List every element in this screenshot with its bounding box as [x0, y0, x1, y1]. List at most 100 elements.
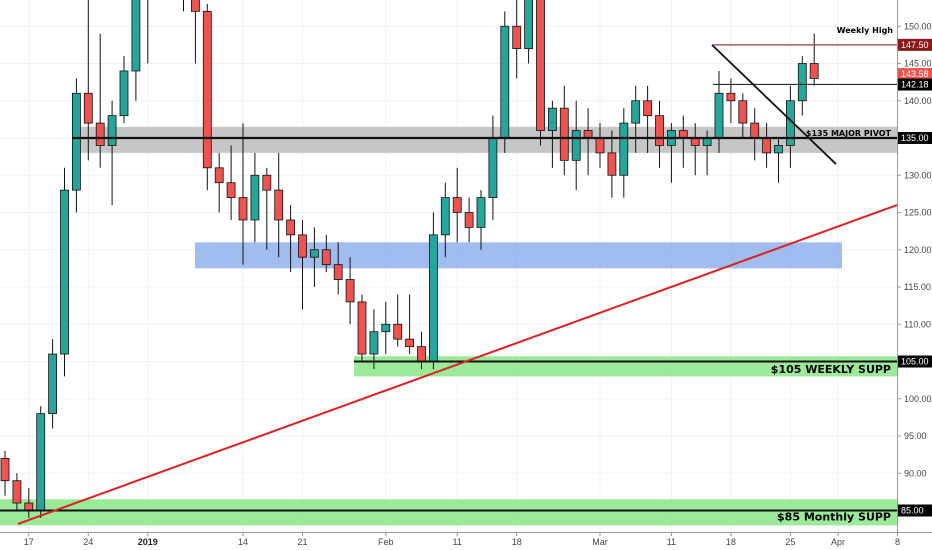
candle-body — [131, 0, 141, 72]
time-tick-label: 8 — [895, 537, 900, 547]
price-tick-label: 145.00 — [904, 59, 932, 69]
zone-labels: $180 Monthly RES$165 WEEKLY RES$135 MAJO… — [771, 26, 894, 523]
candle-body — [643, 100, 652, 117]
candle-body — [95, 122, 105, 146]
candle-body — [0, 457, 10, 482]
candle-body — [24, 502, 34, 511]
time-axis[interactable]: 17 24 2019 14 21 Feb 11 18 Mar 11 18 25 Apr 8 — [24, 532, 900, 547]
candle-body — [797, 63, 807, 102]
price-label: 105.00 — [901, 357, 929, 367]
time-tick-label: 14 — [238, 537, 248, 547]
candle-body — [488, 137, 498, 198]
candle-body — [726, 92, 736, 102]
candle-body — [60, 189, 69, 355]
price-label-box — [898, 78, 932, 91]
candle-body — [286, 219, 296, 236]
candle-body — [369, 331, 379, 355]
level-zone — [72, 126, 897, 153]
time-tick-label: 24 — [83, 537, 93, 547]
candle-body — [714, 92, 724, 139]
price-tick-label: 115.00 — [904, 282, 931, 292]
candle-body — [345, 279, 355, 303]
candle-body — [690, 137, 700, 146]
candle-body — [440, 197, 450, 236]
candle-body — [595, 137, 605, 154]
price-axis[interactable]: 85.00 90.00 95.00 100.00 105.00 110.00 115.00 1… — [897, 0, 932, 517]
candle-body — [72, 92, 81, 191]
candle-body — [548, 107, 557, 131]
candle-body — [571, 130, 581, 161]
candle-body — [512, 25, 522, 50]
candle-body — [762, 137, 771, 154]
time-tick-label: 21 — [297, 537, 307, 547]
time-tick-label: Apr — [831, 537, 845, 547]
price-label-box — [898, 132, 932, 144]
price-tick-label: 130.00 — [904, 170, 932, 180]
weekly-high-label: Weekly High — [837, 26, 894, 35]
candle-body — [655, 115, 664, 146]
zone-label: $85 Monthly SUPP — [777, 510, 891, 523]
price-label: 135.00 — [901, 133, 929, 143]
time-tick-label: Mar — [592, 537, 608, 547]
level-zone — [0, 499, 897, 526]
candle-body — [536, 0, 545, 131]
candle-body — [619, 122, 629, 176]
time-tick-label: 11 — [453, 537, 462, 547]
candle-body — [36, 413, 46, 511]
candle-body — [238, 197, 248, 221]
price-label-box — [898, 38, 932, 51]
candle-body — [262, 174, 272, 191]
candle-body — [738, 100, 748, 124]
price-label: 147.50 — [901, 40, 929, 50]
price-tick-label: 110.00 — [904, 319, 931, 329]
consolidation-zone — [195, 242, 842, 269]
candle-body — [214, 167, 224, 184]
candle-body — [226, 182, 236, 198]
candle-body — [202, 10, 212, 169]
candle-body — [476, 197, 486, 228]
price-label-box — [898, 504, 932, 517]
zone-label: $105 WEEKLY SUPP — [771, 363, 891, 376]
price-tick-label: 100.00 — [904, 394, 932, 404]
candle-body — [774, 145, 783, 154]
time-tick-label: Feb — [378, 537, 394, 547]
price-tick-label: 150.00 — [904, 21, 932, 31]
candle-body — [250, 174, 260, 221]
time-tick-label: 11 — [667, 537, 676, 547]
drawn-lines — [0, 44, 898, 525]
candle-body — [524, 0, 533, 49]
candle-body — [333, 264, 343, 280]
trendline-ascending — [17, 204, 898, 525]
price-tick-label: 90.00 — [904, 468, 927, 478]
zone-label: $135 MAJOR PIVOT — [806, 129, 892, 138]
price-label-box — [898, 355, 932, 368]
price-tick-label: 140.00 — [904, 96, 932, 106]
candle-body — [583, 130, 593, 139]
candle-body — [357, 301, 367, 355]
price-tick-label: 125.00 — [904, 208, 932, 218]
candle-body — [678, 130, 688, 139]
candle-body — [298, 234, 307, 258]
price-label: 143.58 — [901, 69, 929, 79]
candle-body — [417, 346, 426, 362]
candle-body — [405, 338, 415, 347]
price-tick-label: 120.00 — [904, 245, 932, 255]
candle-body — [83, 92, 93, 124]
price-label: 85.00 — [901, 506, 924, 516]
time-tick-label: 18 — [726, 537, 736, 547]
candle-body — [750, 122, 760, 139]
price-label-box — [898, 68, 932, 81]
time-tick-label: 18 — [512, 537, 522, 547]
candle-body — [500, 25, 510, 139]
candle-body — [631, 100, 641, 124]
candle-body — [393, 323, 403, 340]
trendline-descending — [711, 44, 837, 165]
price-label: 142.18 — [901, 80, 929, 90]
candle-body — [48, 353, 57, 415]
candle-body — [381, 323, 391, 333]
candle-body — [559, 107, 569, 161]
candle-body — [702, 137, 712, 146]
candle-body — [107, 115, 117, 146]
